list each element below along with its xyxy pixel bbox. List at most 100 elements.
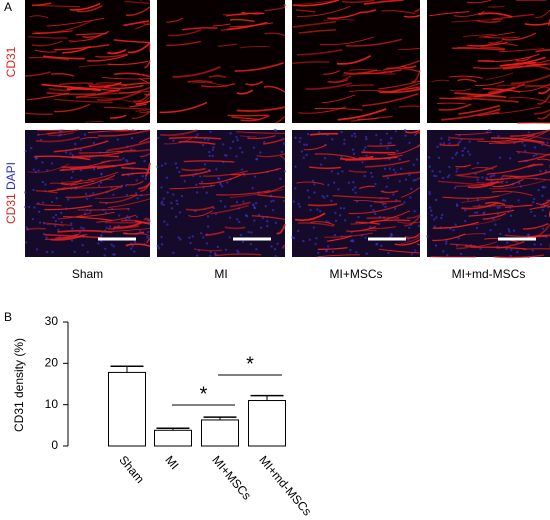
nucleus	[433, 218, 436, 221]
nucleus	[99, 181, 103, 184]
nucleus	[449, 227, 452, 231]
nucleus	[394, 130, 398, 133]
nucleus	[352, 180, 355, 184]
vessel	[187, 80, 213, 83]
vessel	[192, 82, 229, 88]
vessel	[160, 129, 198, 137]
nucleus	[494, 223, 497, 226]
nucleus	[476, 178, 479, 182]
nucleus	[280, 150, 284, 154]
nucleus	[235, 136, 238, 139]
vessel	[107, 48, 127, 55]
nucleus	[273, 248, 277, 251]
nucleus	[229, 132, 232, 135]
vessel	[345, 84, 374, 87]
nucleus	[428, 165, 431, 168]
vessel	[516, 150, 550, 156]
nucleus	[54, 213, 58, 217]
nucleus	[417, 224, 421, 228]
nucleus	[175, 166, 179, 169]
vessel	[296, 49, 343, 56]
vessel	[166, 40, 201, 47]
vessel	[484, 201, 506, 206]
nucleus	[92, 141, 96, 145]
vessel	[448, 75, 484, 79]
nucleus	[382, 203, 385, 206]
nucleus	[466, 150, 470, 153]
nucleus	[357, 215, 360, 219]
vessel	[75, 88, 121, 99]
vessel	[390, 86, 421, 93]
nucleus	[160, 164, 164, 167]
nucleus	[209, 250, 212, 254]
vessel	[346, 226, 377, 232]
nucleus	[354, 191, 357, 194]
nucleus	[455, 203, 459, 206]
nucleus	[125, 193, 129, 197]
vessel	[50, 234, 85, 241]
vessel	[110, 114, 127, 119]
micrograph	[23, 129, 151, 257]
vessel	[78, 64, 112, 68]
nucleus	[404, 134, 407, 137]
nucleus	[292, 200, 295, 203]
vessel	[494, 129, 550, 144]
nucleus	[92, 192, 95, 195]
nucleus	[41, 161, 44, 164]
nucleus	[343, 142, 346, 145]
nucleus	[174, 162, 178, 165]
nucleus	[266, 220, 269, 223]
vessel	[94, 193, 138, 199]
bar	[248, 400, 286, 447]
nucleus	[314, 242, 317, 246]
nucleus	[85, 197, 89, 201]
nucleus	[533, 146, 537, 149]
nucleus	[146, 230, 150, 234]
nucleus	[266, 224, 269, 228]
nucleus	[523, 144, 526, 147]
nucleus	[70, 239, 74, 242]
nucleus	[496, 206, 499, 209]
vessel	[135, 21, 151, 30]
nucleus	[543, 186, 547, 189]
vessel	[24, 112, 54, 115]
nucleus	[156, 244, 159, 248]
vessel	[466, 0, 492, 4]
nucleus	[143, 159, 146, 163]
vessel	[452, 47, 505, 51]
vessel	[236, 106, 286, 112]
vessel	[131, 111, 151, 119]
nucleus	[116, 138, 120, 141]
vessel	[178, 141, 216, 145]
nucleus	[319, 163, 323, 166]
nucleus	[488, 128, 491, 132]
vessel	[461, 97, 519, 103]
nucleus	[136, 197, 139, 200]
vessel	[224, 226, 246, 230]
nucleus	[207, 138, 210, 142]
nucleus	[546, 141, 549, 144]
nucleus	[199, 175, 202, 178]
nucleus	[541, 208, 544, 212]
vessel	[245, 80, 264, 86]
vessel	[317, 247, 348, 250]
vessel	[432, 233, 466, 242]
vessel	[88, 81, 122, 88]
nucleus	[489, 228, 492, 232]
nucleus	[343, 219, 347, 222]
nucleus	[199, 232, 203, 235]
vessel	[58, 82, 94, 86]
nucleus	[112, 245, 115, 248]
vessel	[135, 109, 151, 113]
nucleus	[170, 207, 174, 210]
nucleus	[259, 151, 262, 154]
vessel	[69, 2, 101, 11]
nucleus	[50, 200, 54, 204]
vessel	[28, 56, 69, 61]
nucleus	[337, 188, 340, 191]
vessel	[212, 23, 231, 27]
nucleus	[103, 254, 106, 257]
vessel	[296, 181, 325, 186]
vessel	[292, 20, 337, 28]
nucleus	[524, 149, 527, 153]
